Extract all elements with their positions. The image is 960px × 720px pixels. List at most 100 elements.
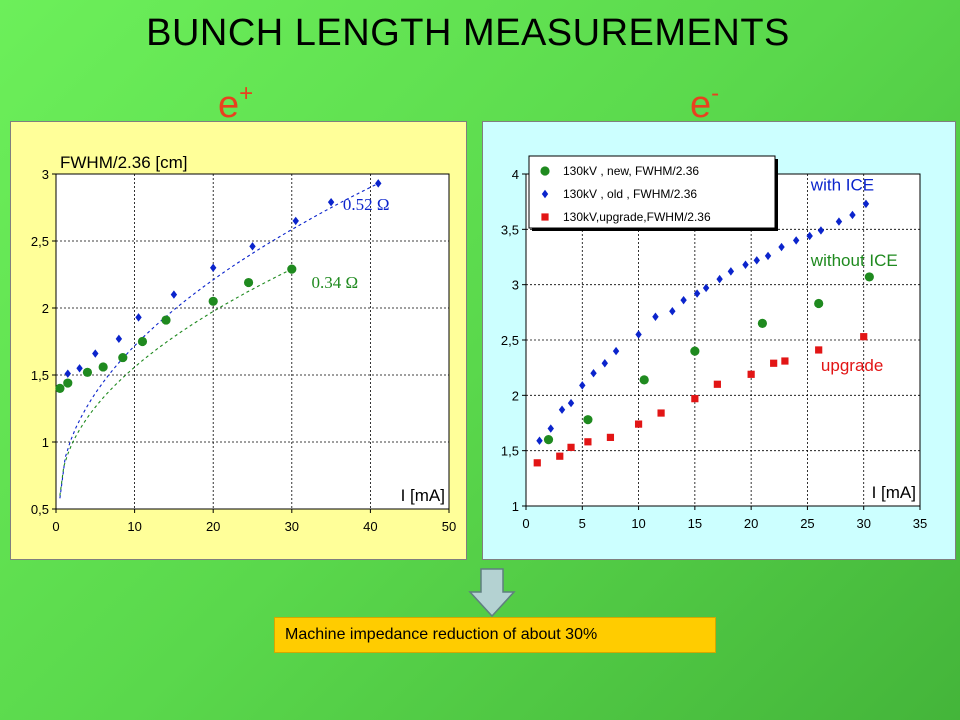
- legend-entry: 130kV , new, FWHM/2.36: [563, 164, 699, 178]
- x-tick-label: 50: [442, 519, 456, 534]
- positron-label-main: e: [218, 84, 240, 126]
- data-point: [634, 420, 643, 428]
- data-point: [770, 359, 778, 367]
- electron-chart: 0 5 10 15 20 25 30 35 1 1,5 2 2,5 3 3,5 4 with ICE witho…: [501, 155, 927, 531]
- data-point: [815, 346, 823, 354]
- legend-box: [528, 155, 776, 229]
- data-point: [657, 409, 665, 417]
- fit-label: 0.52 Ω: [343, 195, 390, 214]
- series-annotation: upgrade: [821, 356, 883, 375]
- data-point: [567, 398, 575, 408]
- series-1: [543, 272, 874, 445]
- x-tick-label: 25: [800, 516, 814, 531]
- series-3: [533, 333, 868, 467]
- electron-label-sup: -: [711, 80, 720, 107]
- electron-label-main: e: [690, 84, 712, 126]
- x-axis-label: I [mA]: [401, 486, 445, 505]
- positron-chart-panel: 0 10 20 30 40 50 0,5 1 1,5 2 2,5 3 0.52 Ω 0.34 Ω FWHM/…: [10, 121, 467, 560]
- data-point: [210, 263, 217, 272]
- data-point: [590, 369, 597, 378]
- data-point: [63, 378, 73, 388]
- data-point: [543, 435, 554, 445]
- legend-marker: [540, 166, 550, 176]
- y-tick-label: 1: [512, 499, 519, 514]
- electron-chart-panel: 0 5 10 15 20 25 30 35 1 1,5 2 2,5 3 3,5 4 with ICE witho…: [482, 121, 956, 560]
- legend-marker: [541, 189, 549, 199]
- data-point: [727, 267, 735, 276]
- legend-entry: 130kV,upgrade,FWHM/2.36: [563, 210, 711, 224]
- data-point: [860, 333, 868, 341]
- data-point: [814, 298, 824, 309]
- y-axis-label: FWHM/2.36 [cm]: [60, 153, 188, 172]
- data-point: [742, 260, 749, 269]
- data-point: [864, 272, 874, 282]
- series-annotation: with ICE: [810, 176, 874, 195]
- y-tick-label: 3,5: [501, 222, 519, 237]
- data-point: [606, 433, 615, 441]
- data-point: [781, 357, 789, 365]
- data-point: [137, 336, 148, 347]
- data-point: [849, 210, 856, 220]
- data-point: [327, 197, 335, 207]
- y-tick-label: 2: [512, 388, 519, 403]
- x-tick-label: 30: [856, 516, 870, 531]
- data-point: [287, 264, 297, 274]
- y-tick-label: 3: [512, 278, 519, 293]
- y-tick-label: 2,5: [501, 333, 519, 348]
- data-point: [161, 315, 171, 325]
- legend-marker: [541, 213, 549, 221]
- fit-curve: [59, 268, 293, 496]
- legend-entry: 130kV , old , FWHM/2.36: [563, 187, 697, 201]
- data-point: [691, 395, 699, 403]
- plot-area: [55, 173, 450, 510]
- x-tick-label: 10: [631, 516, 645, 531]
- data-point: [82, 367, 93, 377]
- data-point: [243, 277, 254, 288]
- data-point: [747, 370, 755, 378]
- data-point: [118, 352, 128, 363]
- data-point: [690, 346, 700, 356]
- x-tick-label: 5: [579, 516, 586, 531]
- data-point: [567, 443, 575, 451]
- x-tick-label: 35: [913, 516, 927, 531]
- series-annotation: without ICE: [810, 251, 898, 270]
- y-tick-label: 1,5: [501, 444, 519, 459]
- data-point: [713, 380, 721, 388]
- positron-label: e+: [218, 80, 253, 127]
- data-point: [208, 296, 218, 306]
- x-tick-label: 20: [206, 519, 220, 534]
- data-point: [170, 290, 178, 299]
- data-point: [115, 334, 123, 344]
- x-tick-label: 20: [744, 516, 758, 531]
- data-point: [556, 452, 564, 460]
- x-tick-label: 10: [127, 519, 141, 534]
- data-point: [375, 179, 382, 188]
- positron-chart: 0 10 20 30 40 50 0,5 1 1,5 2 2,5 3 0.52 Ω 0.34 Ω FWHM/…: [31, 153, 456, 534]
- data-point: [249, 242, 256, 251]
- data-point: [292, 216, 299, 226]
- x-tick-label: 30: [285, 519, 299, 534]
- data-point: [98, 362, 108, 372]
- data-point: [584, 438, 592, 446]
- data-point: [757, 318, 767, 328]
- y-tick-label: 0,5: [31, 502, 49, 517]
- data-point: [583, 415, 593, 425]
- data-point: [778, 242, 785, 252]
- data-point: [817, 226, 825, 235]
- fit-label: 0.34 Ω: [311, 273, 358, 292]
- electron-label: e-: [690, 80, 719, 127]
- data-point: [612, 346, 620, 356]
- fit-curve: [59, 182, 379, 499]
- data-point: [862, 199, 870, 209]
- y-tick-label: 1: [42, 435, 49, 450]
- slide-title: BUNCH LENGTH MEASUREMENTS: [146, 12, 790, 54]
- data-point: [92, 349, 99, 358]
- data-point: [533, 459, 541, 467]
- y-tick-label: 3: [42, 167, 49, 182]
- series-2: [55, 264, 297, 393]
- data-point: [764, 251, 772, 261]
- y-tick-label: 4: [512, 167, 519, 182]
- y-tick-label: 2,5: [31, 234, 49, 249]
- impedance-caption: Machine impedance reduction of about 30%: [274, 617, 716, 653]
- x-tick-label: 0: [522, 516, 529, 531]
